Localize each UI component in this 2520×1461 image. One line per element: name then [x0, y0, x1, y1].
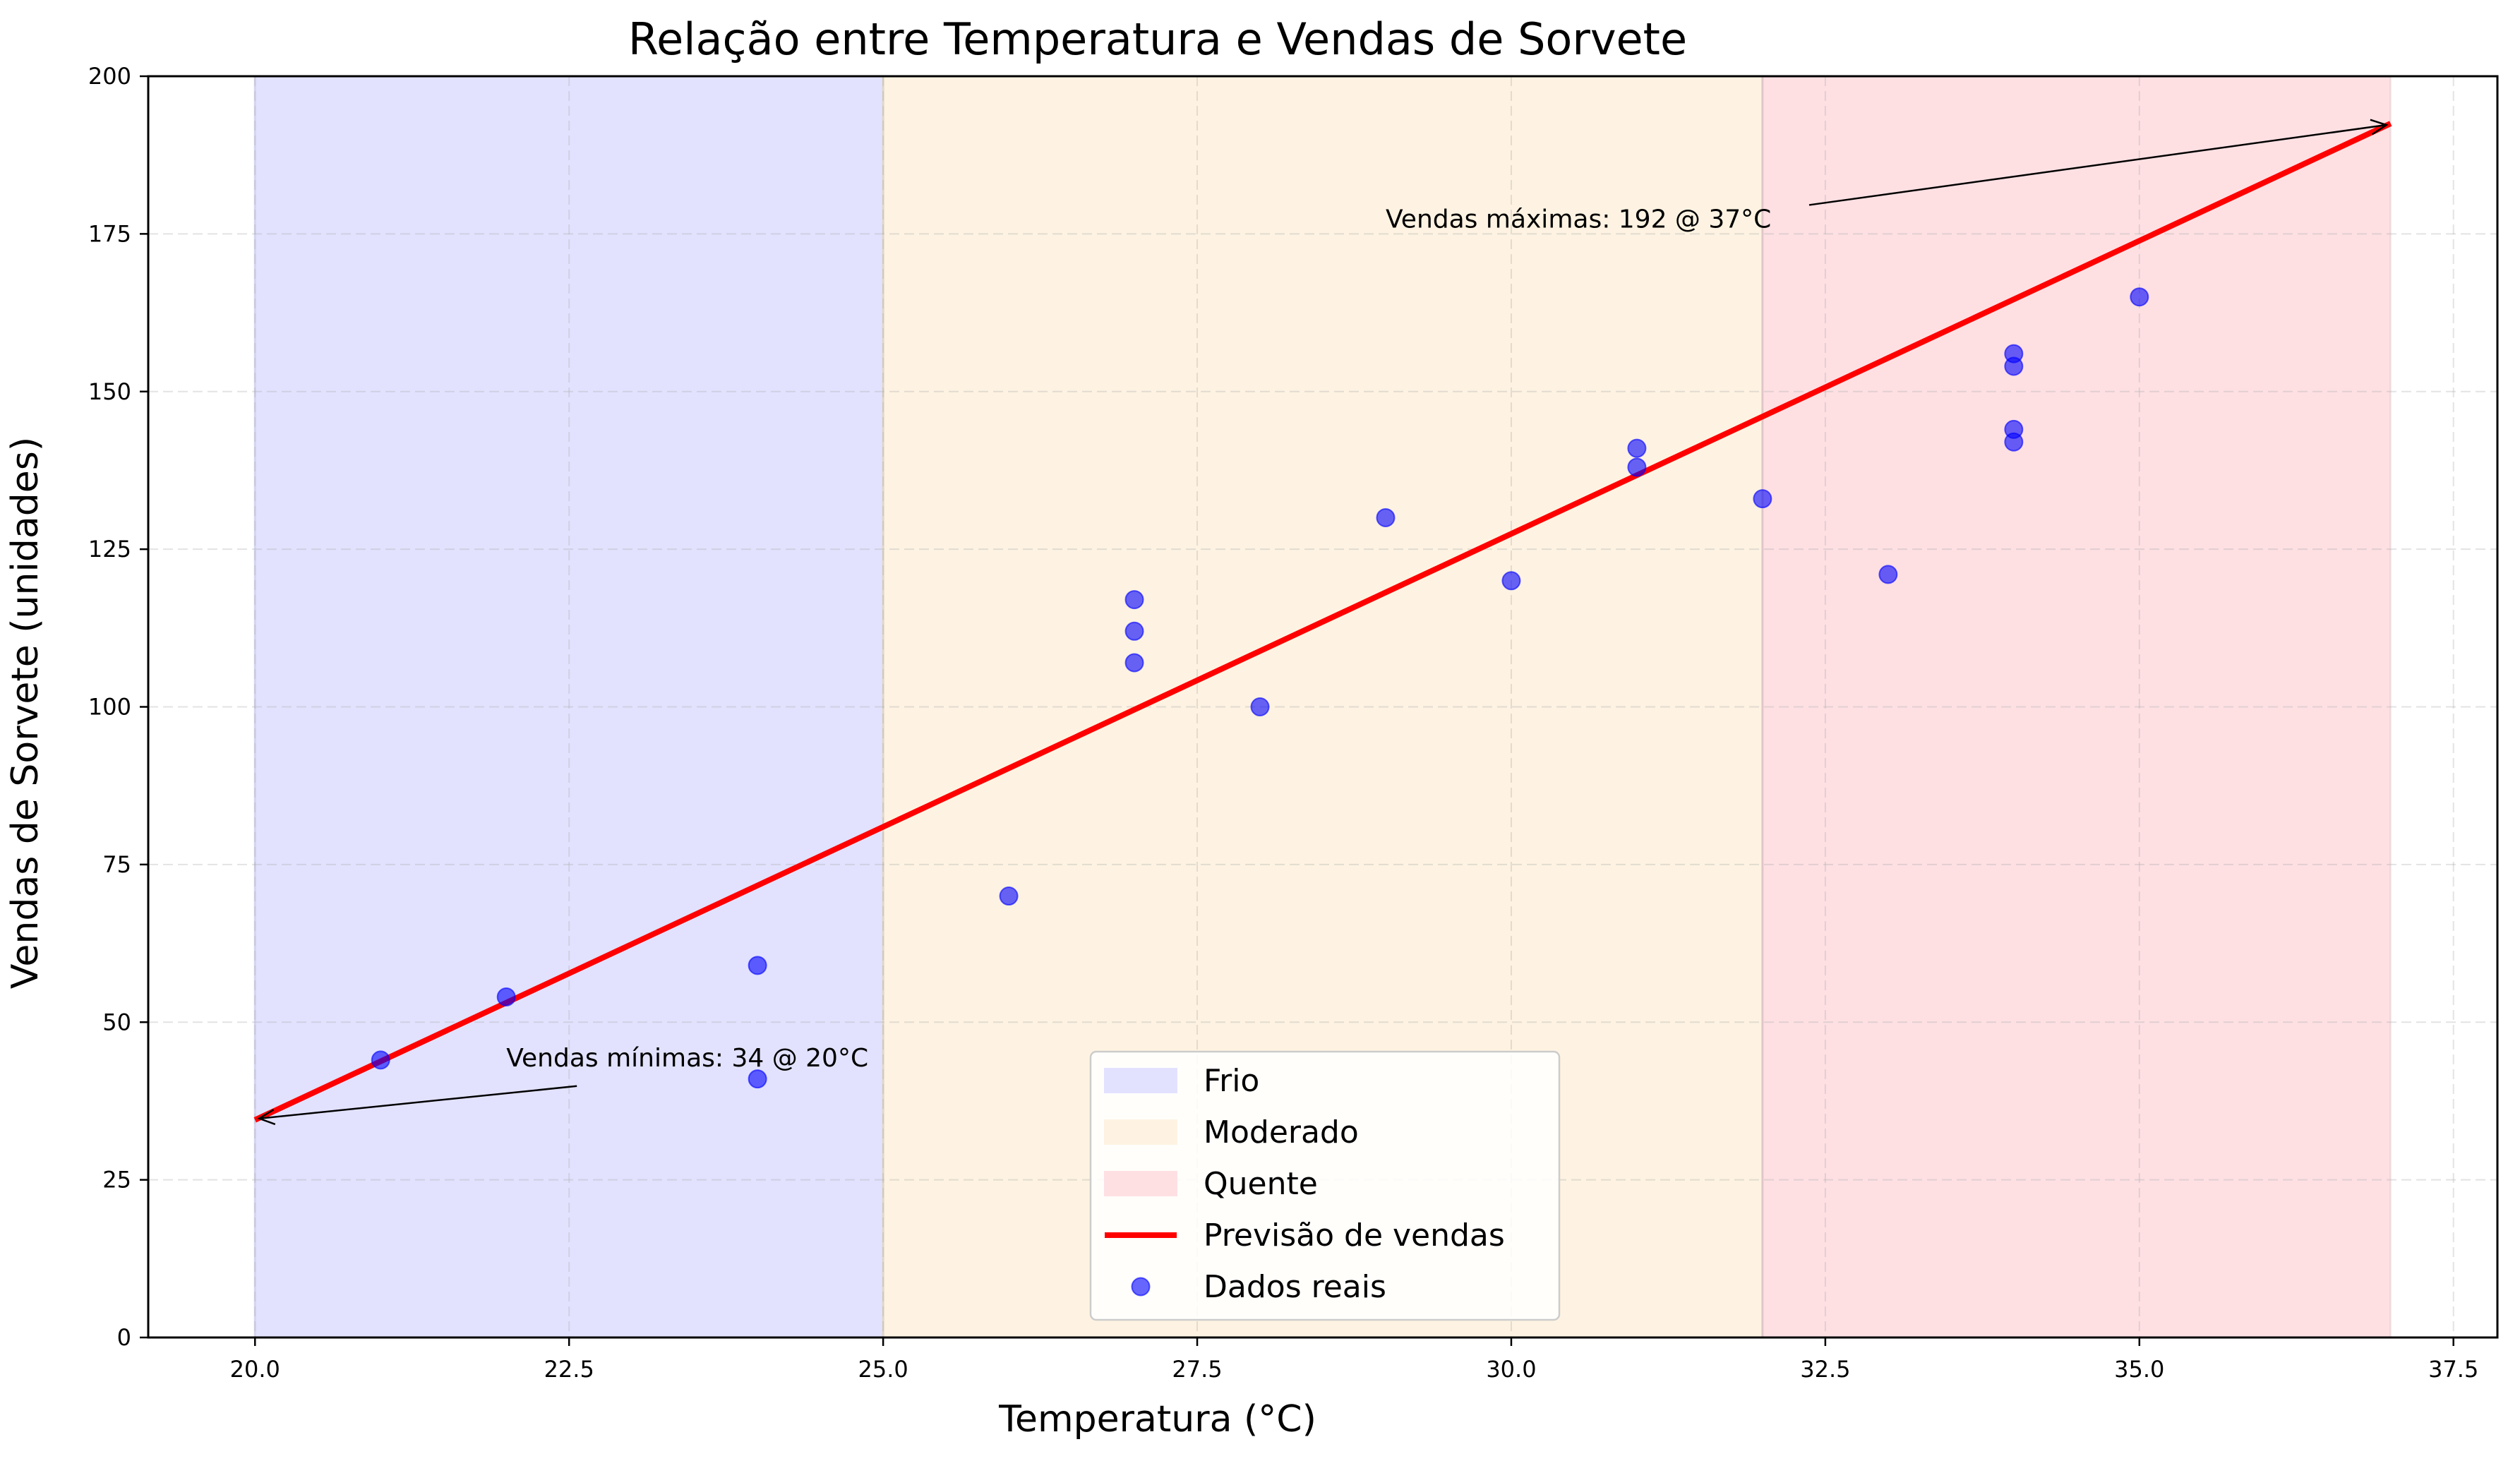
annotation-min-text: Vendas mínimas: 34 @ 20°C — [506, 1044, 868, 1073]
legend-label: Dados reais — [1204, 1269, 1386, 1305]
legend-swatch-frio — [1104, 1068, 1177, 1093]
legend-box — [1089, 1050, 1561, 1321]
y-axis-label: Vendas de Sorvete (unidades) — [4, 437, 47, 989]
data-point — [1501, 571, 1521, 591]
data-point — [496, 987, 516, 1007]
regions-layer — [253, 76, 2392, 1337]
prediction-line — [253, 121, 2392, 1123]
data-point — [748, 956, 767, 975]
x-tick-label: 32.5 — [1800, 1356, 1850, 1383]
x-tick-label: 37.5 — [2428, 1356, 2478, 1383]
legend: Frio Moderado Quente Previsão de vendas Dado… — [1089, 1050, 1561, 1321]
data-point — [1753, 489, 1772, 509]
ticks-layer: 20.0 22.5 25.0 27.5 30.0 32.5 35.0 37.5 0 25 50 75 1… — [88, 63, 2478, 1383]
data-point — [2130, 287, 2149, 307]
data-point — [1124, 653, 1144, 673]
y-tick-label: 25 — [102, 1167, 131, 1194]
y-tick-label: 0 — [117, 1324, 131, 1351]
x-tick-label: 30.0 — [1486, 1356, 1536, 1383]
y-tick-label: 100 — [88, 694, 131, 721]
legend-swatch-moderado — [1104, 1119, 1177, 1145]
y-tick-label: 75 — [102, 851, 131, 878]
y-tick-label: 150 — [88, 378, 131, 405]
legend-swatch-quente — [1104, 1171, 1177, 1196]
annotation-max-arrow-head — [2370, 119, 2389, 136]
legend-label: Quente — [1204, 1166, 1318, 1202]
x-tick-label: 35.0 — [2114, 1356, 2164, 1383]
data-point — [1124, 621, 1144, 641]
grid-layer — [148, 76, 2497, 1338]
annotation-min-arrow-shaft — [259, 1085, 577, 1119]
y-tick-label: 175 — [88, 220, 131, 247]
data-point — [1376, 507, 1396, 527]
data-point — [999, 886, 1019, 906]
data-point — [371, 1050, 390, 1070]
data-point — [1250, 697, 1270, 716]
legend-label: Frio — [1204, 1063, 1259, 1099]
legend-label: Moderado — [1204, 1114, 1359, 1150]
legend-label: Previsão de vendas — [1204, 1218, 1505, 1253]
annotation-max-text: Vendas máximas: 192 @ 37°C — [1386, 205, 1771, 234]
data-point — [1124, 590, 1144, 610]
data-point — [1627, 457, 1647, 477]
annotations-layer: Vendas mínimas: 34 @ 20°C Vendas máximas:… — [257, 119, 2389, 1126]
region-band-quente — [1762, 76, 2391, 1337]
data-point — [1878, 565, 1898, 584]
x-tick-label: 22.5 — [544, 1356, 594, 1383]
legend-swatch-point — [1131, 1277, 1151, 1297]
data-point — [1627, 438, 1647, 458]
annotation-min-arrow-head — [257, 1109, 276, 1126]
annotation-max-arrow-shaft — [1808, 124, 2387, 206]
x-axis-label: Temperatura (°C) — [998, 1398, 1316, 1441]
data-point — [748, 1069, 767, 1089]
data-point — [2004, 419, 2024, 439]
line-layer — [253, 121, 2392, 1123]
y-tick-label: 125 — [88, 536, 131, 563]
x-tick-label: 20.0 — [230, 1356, 280, 1383]
x-tick-label: 27.5 — [1172, 1356, 1222, 1383]
data-point — [2004, 344, 2024, 363]
region-band-frio — [255, 76, 884, 1337]
chart-title: Relação entre Temperatura e Vendas de So… — [628, 13, 1687, 65]
y-tick-label: 50 — [102, 1009, 131, 1035]
points-layer — [371, 287, 2149, 1089]
y-tick-label: 200 — [88, 63, 131, 90]
x-tick-label: 25.0 — [858, 1356, 908, 1383]
